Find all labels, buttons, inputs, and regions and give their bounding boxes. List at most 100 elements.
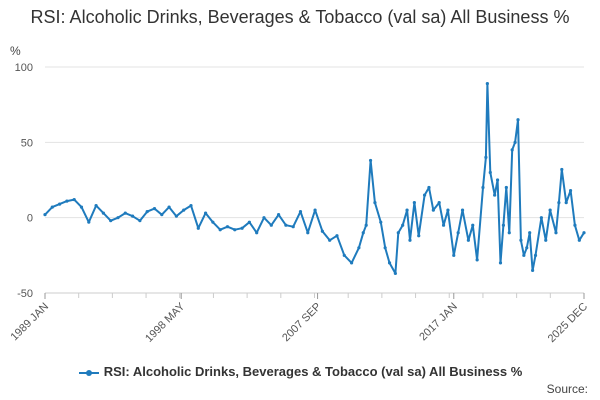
data-point[interactable] bbox=[582, 231, 586, 235]
data-point[interactable] bbox=[123, 211, 127, 215]
data-point[interactable] bbox=[408, 238, 412, 242]
data-point[interactable] bbox=[240, 226, 244, 230]
data-point[interactable] bbox=[116, 216, 120, 220]
data-point[interactable] bbox=[72, 197, 76, 202]
data-point[interactable] bbox=[284, 223, 288, 227]
data-point[interactable] bbox=[441, 223, 446, 227]
data-point[interactable] bbox=[533, 253, 538, 257]
data-point[interactable] bbox=[431, 208, 435, 212]
data-point[interactable] bbox=[87, 220, 91, 224]
data-point[interactable] bbox=[306, 231, 310, 235]
data-point[interactable] bbox=[298, 210, 303, 214]
data-point[interactable] bbox=[247, 220, 251, 224]
data-point[interactable] bbox=[65, 199, 69, 203]
data-point[interactable] bbox=[145, 210, 149, 214]
data-point[interactable] bbox=[437, 201, 441, 205]
data-point[interactable] bbox=[57, 202, 62, 206]
data-point[interactable] bbox=[357, 246, 361, 250]
data-point[interactable] bbox=[167, 205, 171, 209]
data-point[interactable] bbox=[130, 214, 135, 218]
data-point[interactable] bbox=[189, 204, 193, 208]
data-point[interactable] bbox=[262, 216, 266, 220]
data-point[interactable] bbox=[475, 258, 479, 262]
data-point[interactable] bbox=[361, 231, 365, 235]
data-point[interactable] bbox=[269, 223, 273, 227]
data-point[interactable] bbox=[510, 148, 514, 152]
legend[interactable]: RSI: Alcoholic Drinks, Beverages & Tobac… bbox=[0, 364, 600, 379]
data-point[interactable] bbox=[460, 208, 465, 212]
data-point[interactable] bbox=[484, 155, 488, 159]
data-point[interactable] bbox=[379, 220, 383, 224]
data-point[interactable] bbox=[211, 220, 215, 224]
data-point[interactable] bbox=[320, 229, 324, 233]
data-point[interactable] bbox=[405, 208, 409, 212]
data-point[interactable] bbox=[422, 193, 427, 197]
data-point[interactable] bbox=[481, 185, 485, 190]
data-point[interactable] bbox=[516, 118, 520, 122]
data-point[interactable] bbox=[466, 238, 470, 242]
data-point[interactable] bbox=[342, 253, 346, 257]
data-point[interactable] bbox=[43, 213, 47, 217]
data-point[interactable] bbox=[160, 213, 164, 217]
data-point[interactable] bbox=[417, 234, 421, 238]
data-point[interactable] bbox=[573, 223, 577, 227]
data-point[interactable] bbox=[548, 208, 552, 212]
data-point[interactable] bbox=[174, 214, 178, 218]
data-point[interactable] bbox=[519, 238, 523, 242]
data-point[interactable] bbox=[557, 201, 561, 205]
data-point[interactable] bbox=[456, 231, 460, 235]
data-point[interactable] bbox=[544, 238, 548, 242]
data-point[interactable] bbox=[182, 208, 186, 212]
data-point[interactable] bbox=[577, 238, 581, 242]
data-point[interactable] bbox=[373, 201, 377, 205]
data-point[interactable] bbox=[233, 228, 237, 232]
data-point[interactable] bbox=[554, 231, 558, 235]
data-point[interactable] bbox=[507, 231, 511, 235]
data-point[interactable] bbox=[364, 223, 368, 227]
data-point[interactable] bbox=[488, 170, 492, 175]
data-point[interactable] bbox=[504, 185, 508, 190]
data-point[interactable] bbox=[560, 167, 564, 172]
data-point[interactable] bbox=[513, 140, 517, 144]
data-point[interactable] bbox=[446, 208, 450, 212]
data-point[interactable] bbox=[383, 246, 387, 250]
data-point[interactable] bbox=[495, 178, 500, 182]
data-point[interactable] bbox=[568, 188, 573, 193]
data-point[interactable] bbox=[539, 216, 543, 220]
data-point[interactable] bbox=[412, 201, 416, 205]
data-point[interactable] bbox=[498, 261, 503, 265]
data-point[interactable] bbox=[50, 205, 54, 209]
data-point[interactable] bbox=[531, 268, 535, 272]
data-point[interactable] bbox=[396, 231, 400, 235]
data-point[interactable] bbox=[501, 223, 506, 227]
data-point[interactable] bbox=[291, 225, 295, 229]
data-point[interactable] bbox=[387, 261, 392, 265]
data-point[interactable] bbox=[522, 253, 526, 257]
data-point[interactable] bbox=[255, 231, 259, 235]
data-point[interactable] bbox=[452, 253, 456, 257]
data-point[interactable] bbox=[225, 225, 230, 229]
data-point[interactable] bbox=[79, 205, 84, 209]
data-point[interactable] bbox=[349, 261, 354, 265]
data-point[interactable] bbox=[196, 226, 200, 230]
data-point[interactable] bbox=[485, 81, 489, 86]
data-point[interactable] bbox=[313, 208, 317, 212]
data-point[interactable] bbox=[427, 185, 431, 190]
data-point[interactable] bbox=[401, 223, 405, 227]
data-point[interactable] bbox=[564, 201, 568, 205]
data-point[interactable] bbox=[218, 228, 222, 232]
data-point[interactable] bbox=[109, 219, 113, 223]
data-point[interactable] bbox=[276, 213, 281, 217]
data-point[interactable] bbox=[94, 204, 98, 208]
data-point[interactable] bbox=[335, 234, 339, 238]
data-point[interactable] bbox=[393, 271, 397, 276]
data-point[interactable] bbox=[101, 211, 105, 215]
data-point[interactable] bbox=[528, 231, 532, 235]
data-point[interactable] bbox=[138, 219, 142, 223]
data-point[interactable] bbox=[368, 158, 373, 163]
data-point[interactable] bbox=[152, 207, 157, 211]
data-point[interactable] bbox=[328, 238, 332, 242]
data-point[interactable] bbox=[203, 211, 208, 215]
data-point[interactable] bbox=[493, 193, 497, 197]
data-point[interactable] bbox=[471, 223, 475, 227]
